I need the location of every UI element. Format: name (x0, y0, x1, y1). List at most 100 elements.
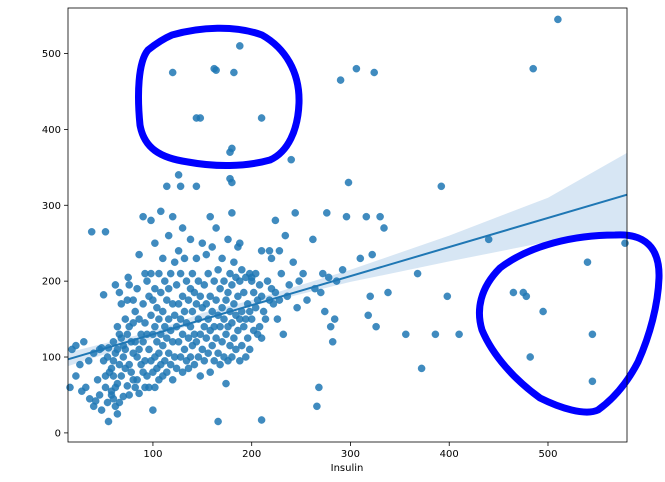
data-point (234, 292, 242, 301)
data-point (210, 357, 218, 365)
data-point (184, 296, 193, 304)
data-point (196, 114, 205, 122)
data-point (228, 144, 236, 153)
data-point (295, 277, 303, 285)
data-point (180, 307, 189, 316)
data-point (103, 398, 112, 407)
data-point (202, 250, 211, 259)
data-point (224, 235, 232, 244)
data-point (131, 307, 139, 316)
data-point (245, 345, 254, 354)
data-point (159, 341, 167, 350)
data-point (84, 357, 93, 365)
data-point (289, 258, 297, 266)
data-point (198, 345, 207, 354)
data-point (135, 345, 143, 354)
data-point (139, 338, 147, 346)
data-point (206, 292, 214, 301)
data-point (72, 372, 80, 380)
data-point (194, 353, 203, 361)
data-point (222, 296, 230, 304)
data-point (119, 353, 128, 361)
data-point (218, 254, 226, 263)
data-point (164, 349, 173, 357)
data-point (133, 376, 141, 384)
data-point (247, 277, 256, 285)
data-point (163, 296, 171, 304)
data-point (291, 209, 299, 217)
data-point (230, 258, 238, 266)
data-point (230, 68, 238, 77)
data-point (214, 417, 222, 426)
data-point (125, 360, 133, 369)
data-point (125, 391, 133, 399)
data-point (317, 288, 325, 297)
x-tick-label: 100 (143, 449, 162, 460)
data-point (157, 207, 165, 216)
data-point (115, 288, 124, 297)
data-point (168, 376, 177, 384)
data-point (257, 114, 266, 122)
data-point (117, 372, 126, 380)
data-point (263, 277, 272, 285)
regression-line (67, 193, 628, 361)
data-point (176, 182, 185, 191)
data-point (376, 212, 384, 221)
data-point (208, 341, 216, 350)
data-point (121, 345, 130, 354)
data-point (236, 239, 244, 247)
data-point (218, 338, 226, 346)
data-point (281, 231, 290, 240)
y-tick-label: 500 (42, 49, 61, 60)
data-point (109, 357, 118, 365)
data-point (212, 224, 220, 232)
data-point (176, 315, 185, 323)
annotation-circle-lower (476, 231, 663, 416)
data-point (230, 334, 238, 342)
data-point (168, 68, 177, 77)
data-point (166, 360, 175, 369)
data-point (208, 307, 216, 316)
data-point (366, 292, 374, 301)
data-point (368, 250, 376, 259)
data-point (168, 212, 177, 221)
data-point (275, 247, 284, 255)
data-point (228, 178, 236, 187)
data-point (583, 258, 592, 266)
data-point (149, 406, 157, 414)
data-point (220, 315, 228, 323)
data-point (234, 326, 242, 335)
x-tick-label: 500 (538, 449, 557, 460)
data-point (259, 307, 268, 316)
data-point (95, 391, 104, 399)
data-point (117, 334, 126, 342)
data-point (192, 254, 201, 263)
data-point (526, 353, 534, 361)
data-point (380, 224, 388, 232)
data-point (273, 315, 282, 323)
data-point (342, 212, 351, 221)
data-point (182, 277, 191, 285)
data-point (257, 416, 266, 424)
data-point (153, 338, 161, 346)
data-point (186, 235, 195, 244)
x-tick-label: 200 (242, 449, 261, 460)
data-point (228, 281, 236, 289)
data-point (330, 315, 339, 323)
data-point (178, 292, 187, 301)
data-point (402, 330, 410, 339)
data-point (220, 277, 228, 285)
data-point (143, 372, 151, 380)
data-point (99, 291, 108, 299)
data-point (180, 254, 189, 263)
data-point (326, 322, 335, 331)
data-point (554, 15, 562, 24)
data-point (178, 224, 187, 232)
data-point (174, 338, 183, 346)
data-point (107, 364, 116, 373)
data-point (164, 284, 173, 293)
data-point (198, 239, 207, 247)
x-tick-label: 400 (440, 449, 459, 460)
data-point (176, 269, 185, 278)
